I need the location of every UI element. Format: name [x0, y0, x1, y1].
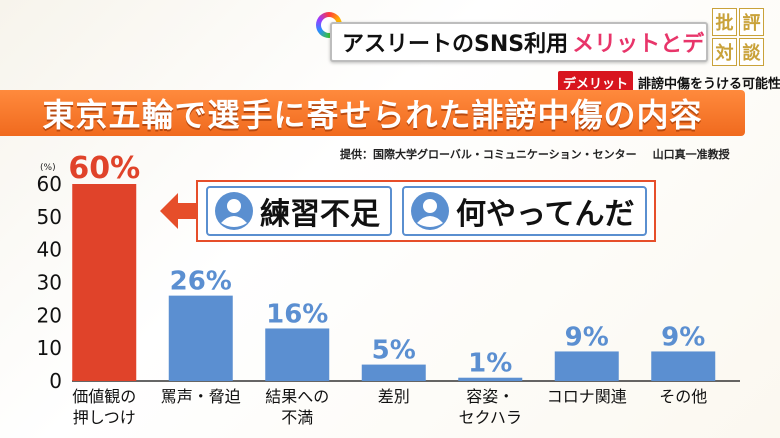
person-icon: [215, 192, 253, 230]
bar: [168, 295, 233, 381]
bar: [651, 351, 716, 381]
pointer-arrow-icon: [160, 193, 200, 229]
headline-title: 東京五輪で選手に寄せられた誹謗中傷の内容: [42, 96, 703, 134]
category-label: 価値観の: [72, 387, 136, 406]
category-label: 押しつけ: [73, 408, 136, 427]
category-label: コロナ関連: [547, 387, 627, 406]
quote-card: 練習不足: [206, 186, 392, 236]
quote-card: 何やってんだ: [402, 186, 647, 236]
bar: [458, 377, 523, 381]
category-label: 差別: [378, 387, 410, 406]
data-label: 1%: [468, 349, 512, 379]
data-label: 60%: [68, 151, 140, 186]
source-text: 提供：国際大学グローバル・コミュニケーション・センター: [340, 148, 637, 161]
y-tick-label: 30: [37, 271, 62, 295]
logo-char: 談: [739, 38, 764, 66]
logo-char: 対: [712, 38, 737, 66]
source-credit: 提供：国際大学グローバル・コミュニケーション・センター 山口真一准教授: [340, 146, 730, 162]
category-label: 結果への: [265, 387, 329, 406]
quote-box: 練習不足 何やってんだ: [196, 180, 656, 242]
data-label: 9%: [661, 322, 705, 352]
source-professor: 山口真一准教授: [652, 148, 730, 161]
quote-text: 何やってんだ: [456, 197, 635, 232]
data-label: 16%: [266, 299, 328, 329]
banner-title-pink: メリットとデメリット: [572, 32, 706, 57]
demerit-badge: デメリット: [558, 70, 634, 94]
category-label: 罵声・脅迫: [161, 387, 241, 406]
logo-char: 批: [712, 8, 737, 36]
program-logo: 批 評 対 談: [712, 8, 764, 66]
y-axis-unit: (%): [40, 163, 56, 173]
data-label: 26%: [170, 267, 232, 297]
data-label: 5%: [372, 336, 416, 366]
quote-text: 練習不足: [260, 197, 380, 232]
demerit-text: 誹謗中傷をうける可能性: [638, 76, 780, 92]
demerit-tag: デメリット 誹謗中傷をうける可能性: [558, 70, 780, 94]
bar: [265, 328, 330, 381]
category-label: 容姿・: [466, 387, 514, 406]
y-tick-label: 50: [37, 205, 62, 229]
headline-bar: 東京五輪で選手に寄せられた誹謗中傷の内容: [0, 90, 745, 136]
y-tick-label: 10: [37, 336, 62, 360]
bar: [554, 351, 619, 381]
category-label: その他: [659, 387, 707, 406]
data-label: 9%: [565, 322, 609, 352]
bar: [72, 184, 137, 381]
logo-char: 評: [739, 8, 764, 36]
y-tick-label: 40: [37, 238, 62, 262]
category-label: 不満: [281, 408, 313, 427]
y-tick-label: 60: [37, 172, 62, 196]
topic-banner: アスリートのSNS利用 メリットとデメリット: [330, 22, 708, 62]
y-tick-label: 0: [49, 369, 62, 393]
y-tick-label: 20: [37, 303, 62, 327]
person-icon: [411, 192, 449, 230]
banner-title-black: アスリートのSNS利用: [342, 32, 569, 57]
bar: [361, 364, 426, 381]
category-label: セクハラ: [459, 408, 522, 427]
